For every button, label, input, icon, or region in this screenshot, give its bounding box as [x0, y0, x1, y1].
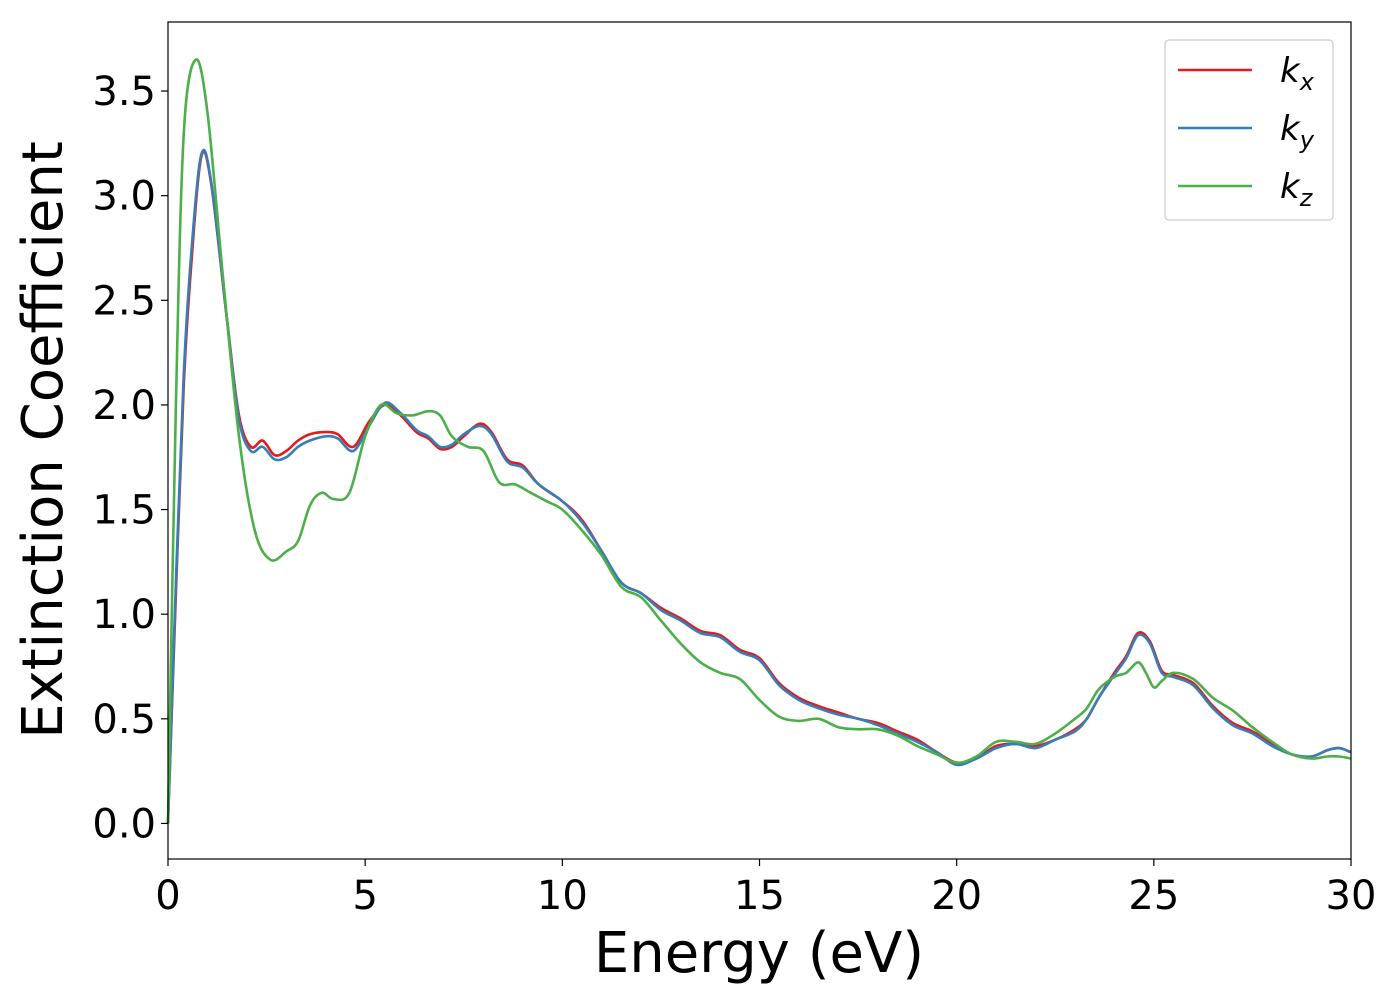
y-axis-label: Extinction Coefficient	[11, 141, 76, 739]
series-line-ky	[166, 148, 1352, 824]
x-tick-label: 5	[352, 873, 377, 919]
legend: kx ky kz	[1164, 39, 1334, 221]
y-tick-label: 0.5	[92, 697, 156, 743]
y-tick-label: 1.0	[92, 592, 156, 638]
x-axis: 0 5 10 15 20 25 30	[155, 859, 1376, 919]
y-tick-label: 3.5	[92, 69, 156, 115]
x-tick-label: 0	[155, 873, 180, 919]
x-tick-label: 25	[1128, 873, 1179, 919]
x-tick-label: 10	[537, 873, 588, 919]
y-tick-label: 2.5	[92, 278, 156, 324]
series-line-kz	[166, 58, 1352, 824]
legend-frame	[1164, 39, 1334, 221]
series-line-kx	[166, 150, 1352, 824]
x-tick-label: 15	[734, 873, 785, 919]
series-layer	[166, 58, 1352, 824]
legend-label-kz: kz	[1280, 167, 1314, 212]
legend-label-kx: kx	[1280, 51, 1315, 96]
y-tick-label: 3.0	[92, 174, 156, 220]
y-tick-label: 2.0	[92, 383, 156, 429]
legend-label-ky: ky	[1280, 109, 1315, 154]
y-tick-label: 0.0	[92, 801, 156, 847]
x-tick-label: 30	[1326, 873, 1377, 919]
y-tick-label: 1.5	[92, 488, 156, 534]
x-axis-label: Energy (eV)	[594, 921, 924, 986]
x-tick-label: 20	[931, 873, 982, 919]
y-axis: 0.0 0.5 1.0 1.5 2.0 2.5 3.0 3.5	[92, 69, 168, 847]
